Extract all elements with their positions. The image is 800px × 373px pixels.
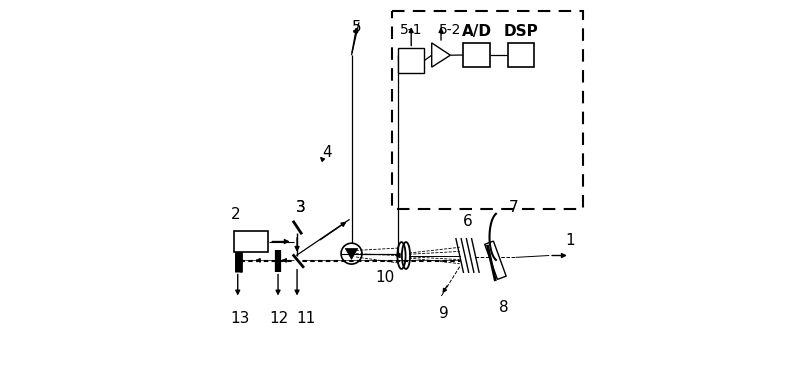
Text: DSP: DSP: [504, 24, 538, 39]
Text: 11: 11: [296, 311, 316, 326]
Text: A/D: A/D: [462, 24, 491, 39]
Text: 3: 3: [296, 200, 306, 214]
Text: 4: 4: [322, 145, 332, 160]
Text: 5-2: 5-2: [439, 23, 462, 37]
Text: 13: 13: [230, 311, 250, 326]
Text: 6: 6: [463, 214, 473, 229]
Bar: [463, 43, 490, 67]
Polygon shape: [432, 43, 450, 67]
Text: 3: 3: [296, 200, 306, 214]
Text: 7: 7: [509, 200, 518, 214]
Bar: [392, 11, 582, 209]
Bar: [508, 43, 534, 67]
Text: 10: 10: [375, 270, 394, 285]
Polygon shape: [346, 248, 358, 259]
Text: 9: 9: [439, 306, 449, 321]
Text: 1: 1: [565, 233, 574, 248]
Text: 8: 8: [499, 300, 509, 315]
Bar: [485, 241, 506, 279]
Bar: [234, 231, 267, 252]
Text: 5: 5: [352, 21, 362, 35]
Text: 2: 2: [231, 207, 241, 222]
Text: 5-1: 5-1: [400, 23, 422, 37]
Text: 12: 12: [269, 311, 288, 326]
Bar: [398, 48, 424, 73]
